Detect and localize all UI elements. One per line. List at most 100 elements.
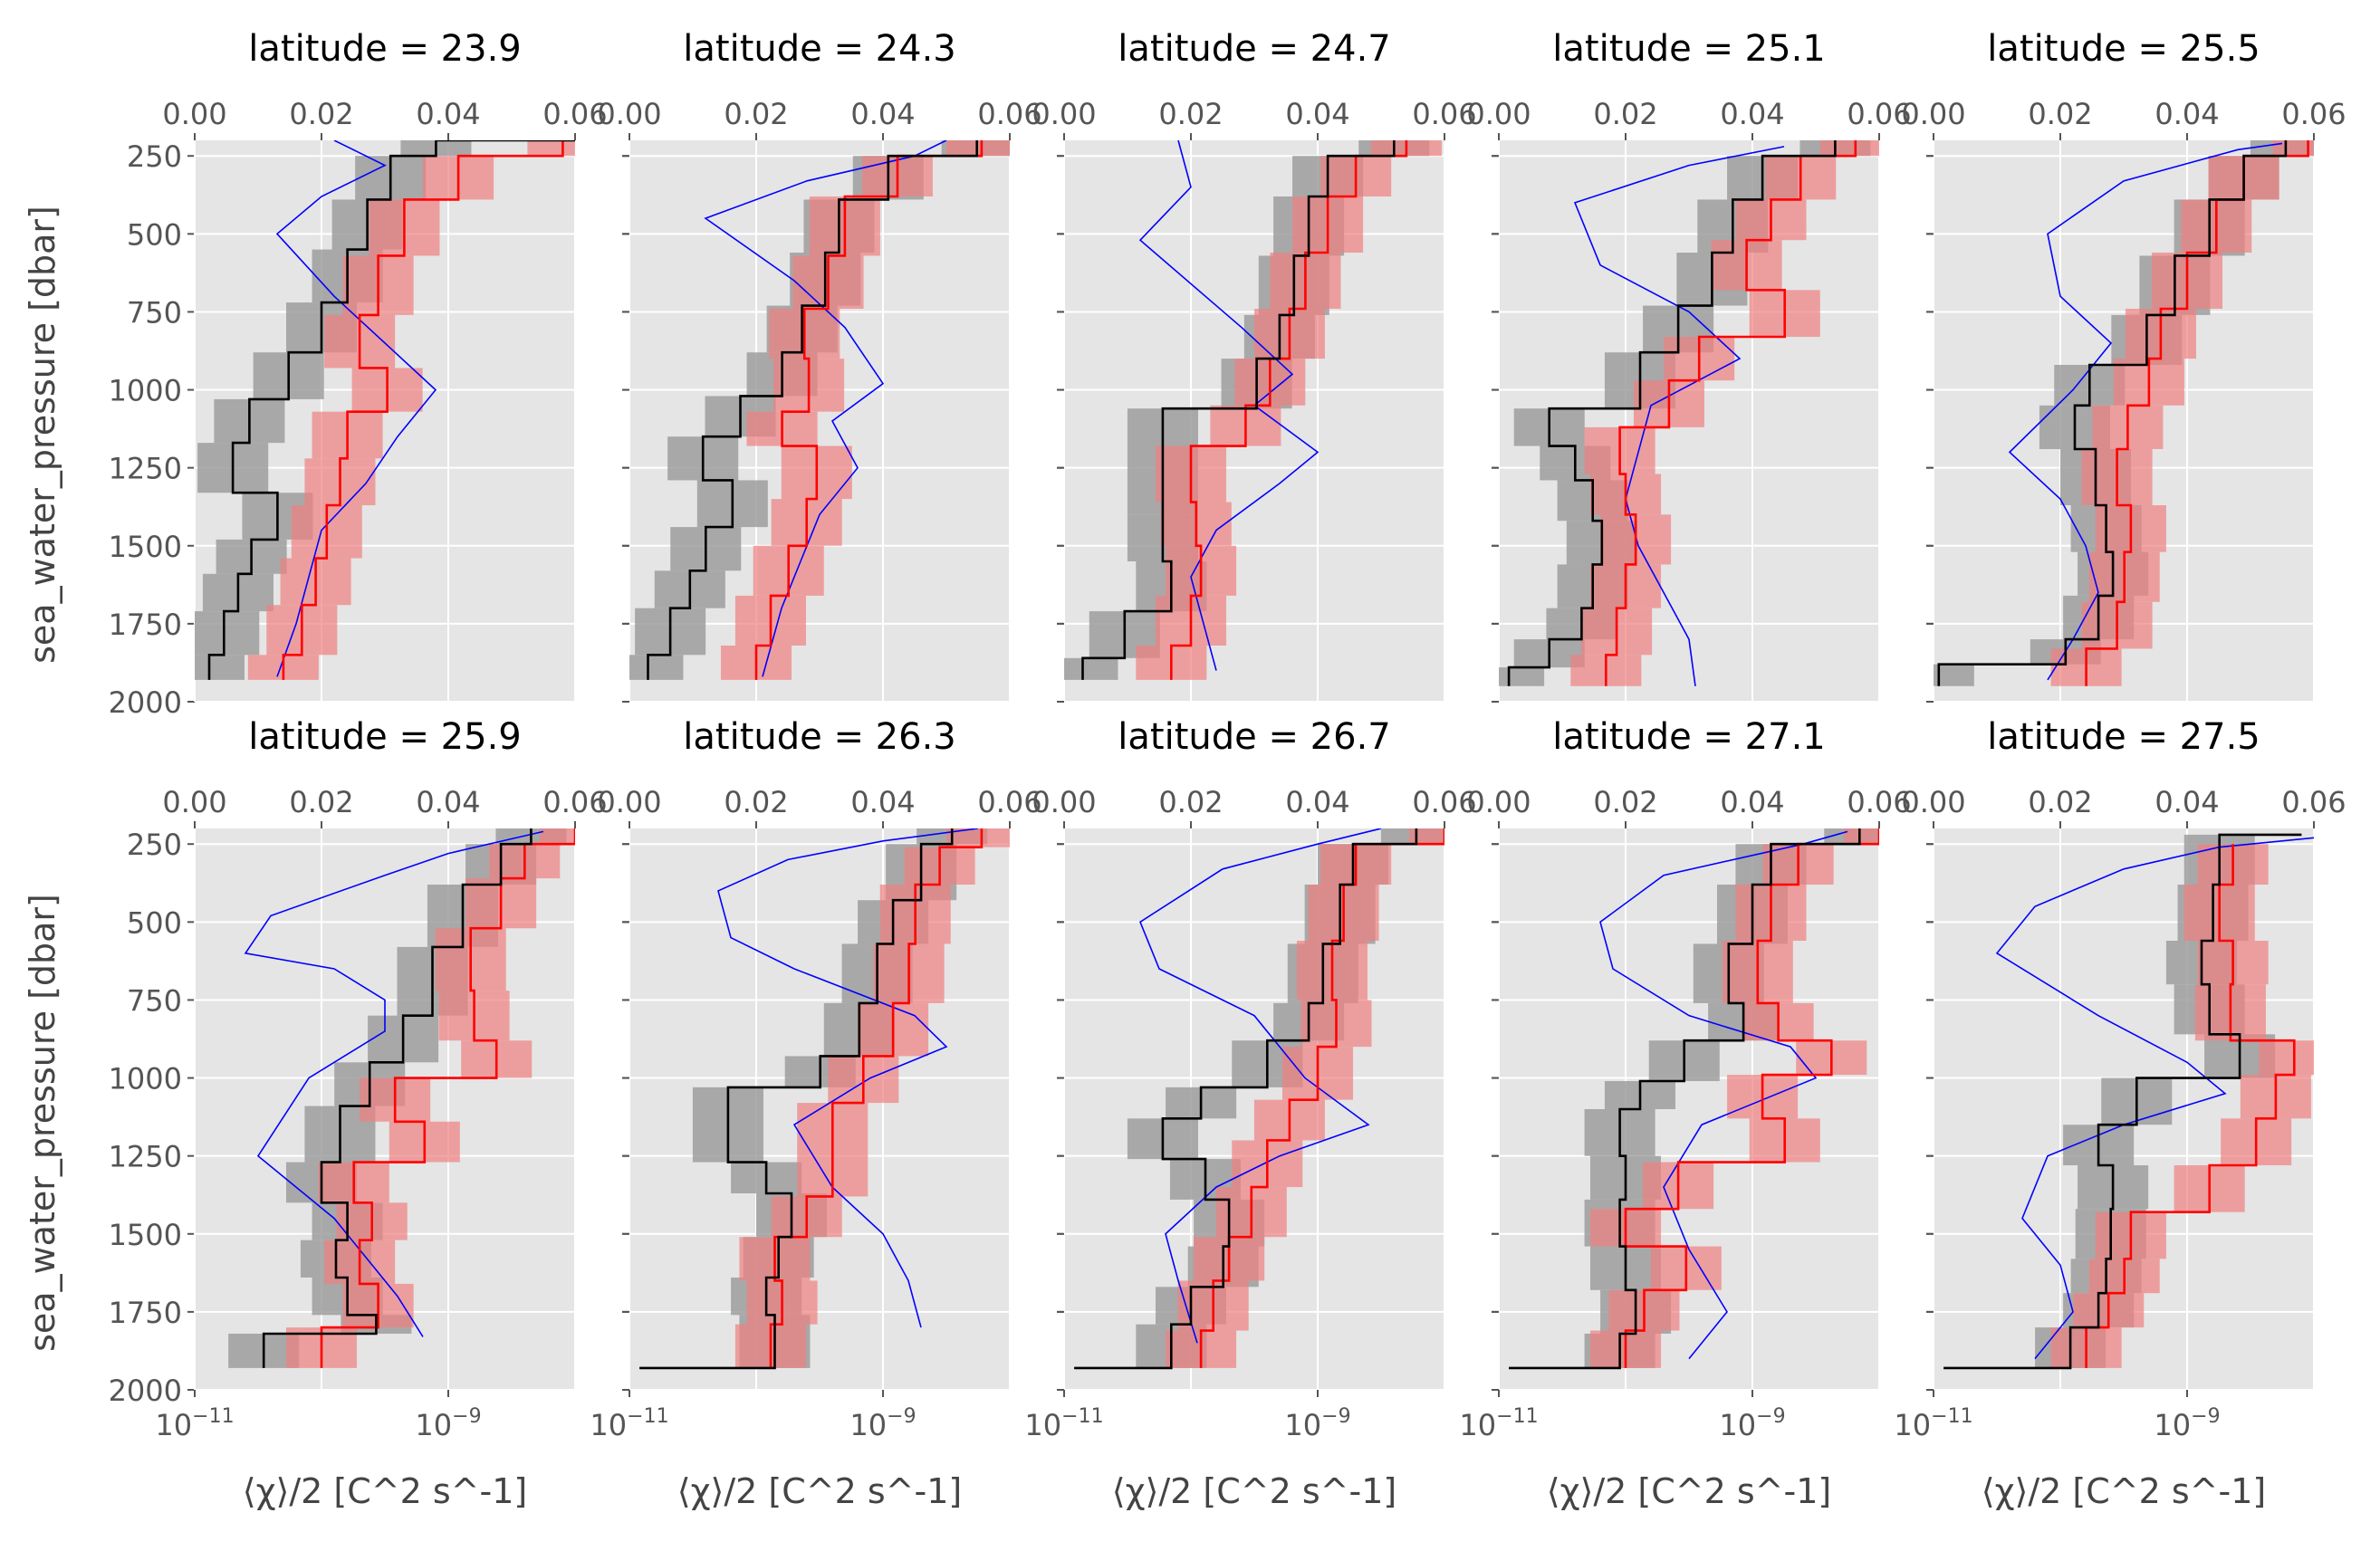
blue-line-series (275, 140, 437, 677)
black-step-series (262, 828, 533, 1368)
x-bottom-tick-label: 10−9 (849, 1405, 916, 1442)
x-top-tick-label: 0.06 (1412, 785, 1476, 819)
red-uncertainty-band (2259, 1040, 2314, 1076)
panel-8: 0.00 0.02 0.04 0.06 10−11 10−9 ⟨χ⟩/2 [C^2 s^-1… (1024, 716, 1476, 1511)
gray-uncertainty-band (629, 655, 684, 680)
red-step-series (1624, 828, 1879, 1368)
x-top-tick-label: 0.04 (416, 97, 480, 131)
x-top-tick-label: 0.00 (597, 97, 661, 131)
panel-title: latitude = 25.5 (1987, 28, 2260, 70)
plot-content (1074, 828, 1444, 1370)
x-top-tick-label: 0.06 (542, 97, 607, 131)
x-bottom-tick-label: 10−11 (1459, 1405, 1538, 1442)
blue-line-series (1138, 140, 1320, 671)
black-step-series (1074, 828, 1418, 1370)
panel-9: 0.00 0.02 0.04 0.06 10−11 10−9 ⟨χ⟩/2 [C^2 s^-1… (1459, 716, 1911, 1511)
x-top-tick-label: 0.02 (724, 97, 788, 131)
blue-line-series (717, 828, 979, 1328)
y-tick-label: 500 (127, 905, 182, 940)
red-uncertainty-band (945, 828, 1010, 847)
black-step-series (647, 140, 978, 680)
gray-uncertainty-band (1064, 657, 1118, 680)
red-uncertainty-band (1408, 828, 1444, 845)
x-top-tick-label: 0.04 (2154, 97, 2219, 131)
gray-uncertainty-band (195, 611, 260, 656)
y-tick-label: 1000 (109, 374, 182, 408)
red-uncertainty-band (539, 828, 575, 845)
x-axis-label: ⟨χ⟩/2 [C^2 s^-1] (1982, 1471, 2266, 1511)
y-tick-label: 2000 (109, 685, 182, 720)
x-top-tick-label: 0.00 (597, 785, 661, 819)
black-step-series (1943, 833, 2302, 1370)
red-step-series (769, 828, 984, 1368)
y-tick-label: 1000 (109, 1062, 182, 1096)
black-step-series (1937, 140, 2288, 686)
blue-line-series (1573, 146, 1785, 686)
x-top-tick-label: 0.04 (850, 785, 915, 819)
x-axis-label: ⟨χ⟩/2 [C^2 s^-1] (1547, 1471, 1831, 1511)
panel-6: 250 500 750 1000 1250 1500 1750 2000 0.00 0.02 0.0… (109, 716, 608, 1511)
y-tick-label: 1250 (109, 1140, 182, 1174)
black-step-series (1081, 140, 1396, 680)
x-bottom-tick-label: 10−11 (590, 1405, 668, 1442)
x-axis-label: ⟨χ⟩/2 [C^2 s^-1] (1112, 1471, 1396, 1511)
y-tick-label: 2000 (109, 1374, 182, 1408)
red-step-series (2085, 844, 2296, 1368)
x-top-tick-label: 0.04 (1285, 97, 1349, 131)
x-bottom-tick-label: 10−11 (1894, 1405, 1972, 1442)
panel-title: latitude = 26.7 (1118, 716, 1390, 758)
x-bottom-tick-label: 10−11 (155, 1405, 234, 1442)
x-top-tick-label: 0.06 (2281, 785, 2346, 819)
x-top-tick-label: 0.00 (1901, 97, 1965, 131)
x-top-tick-label: 0.00 (1466, 785, 1531, 819)
x-top-tick-label: 0.02 (2028, 97, 2092, 131)
x-top-tick-label: 0.00 (1466, 97, 1531, 131)
panel-title: latitude = 27.5 (1987, 716, 2260, 758)
y-tick-label: 1500 (109, 530, 182, 564)
panel-1: 250 500 750 1000 1250 1500 1750 2000 0.00 0.02 0.0… (109, 28, 608, 720)
panel-title: latitude = 24.3 (683, 28, 955, 70)
y-tick-label: 1500 (109, 1218, 182, 1252)
x-top-tick-label: 0.02 (724, 785, 788, 819)
y-tick-label: 1250 (109, 452, 182, 486)
plot-content (1064, 140, 1442, 680)
plot-content (195, 140, 575, 680)
x-top-tick-label: 0.00 (1901, 785, 1965, 819)
y-tick-label: 500 (127, 217, 182, 252)
y-tick-label: 750 (127, 295, 182, 330)
black-step-series (1507, 140, 1837, 686)
x-top-tick-label: 0.00 (162, 97, 226, 131)
black-step-series (639, 828, 954, 1370)
panel-2: 0.00 0.02 0.04 0.06 latitude = 24.3 (597, 28, 1042, 703)
blue-line-series (2008, 142, 2283, 681)
x-top-tick-label: 0.02 (1593, 97, 1657, 131)
x-top-tick-label: 0.06 (977, 97, 1041, 131)
panel-title: latitude = 24.7 (1118, 28, 1390, 70)
x-top-tick-label: 0.02 (2028, 785, 2092, 819)
blue-line-series (244, 830, 544, 1337)
plot-content (1934, 140, 2314, 686)
plot-area (1499, 828, 1879, 1390)
panel-title: latitude = 25.9 (248, 716, 521, 758)
red-uncertainty-band (1843, 828, 1879, 845)
x-top-tick-label: 0.06 (1847, 97, 1911, 131)
x-top-tick-label: 0.04 (1720, 97, 1784, 131)
panel-title: latitude = 27.1 (1552, 716, 1825, 758)
red-step-series (282, 140, 564, 680)
x-top-tick-label: 0.00 (1032, 97, 1096, 131)
x-top-tick-label: 0.00 (162, 785, 226, 819)
gray-uncertainty-band (195, 655, 245, 680)
plot-content (1499, 140, 1879, 686)
red-step-series (754, 140, 984, 680)
plot-content (629, 140, 1010, 680)
plot-content (1509, 828, 1879, 1370)
plot-content (1943, 833, 2314, 1370)
panel-5: 0.00 0.02 0.04 0.06 latitude = 25.5 (1901, 28, 2346, 703)
x-top-tick-label: 0.02 (1158, 97, 1223, 131)
x-top-tick-label: 0.02 (1593, 785, 1657, 819)
plot-content (228, 828, 575, 1368)
y-axis-label-row-2: sea_water_pressure [dbar] (23, 894, 62, 1352)
red-uncertainty-band (2272, 140, 2314, 157)
x-top-tick-label: 0.04 (1285, 785, 1349, 819)
